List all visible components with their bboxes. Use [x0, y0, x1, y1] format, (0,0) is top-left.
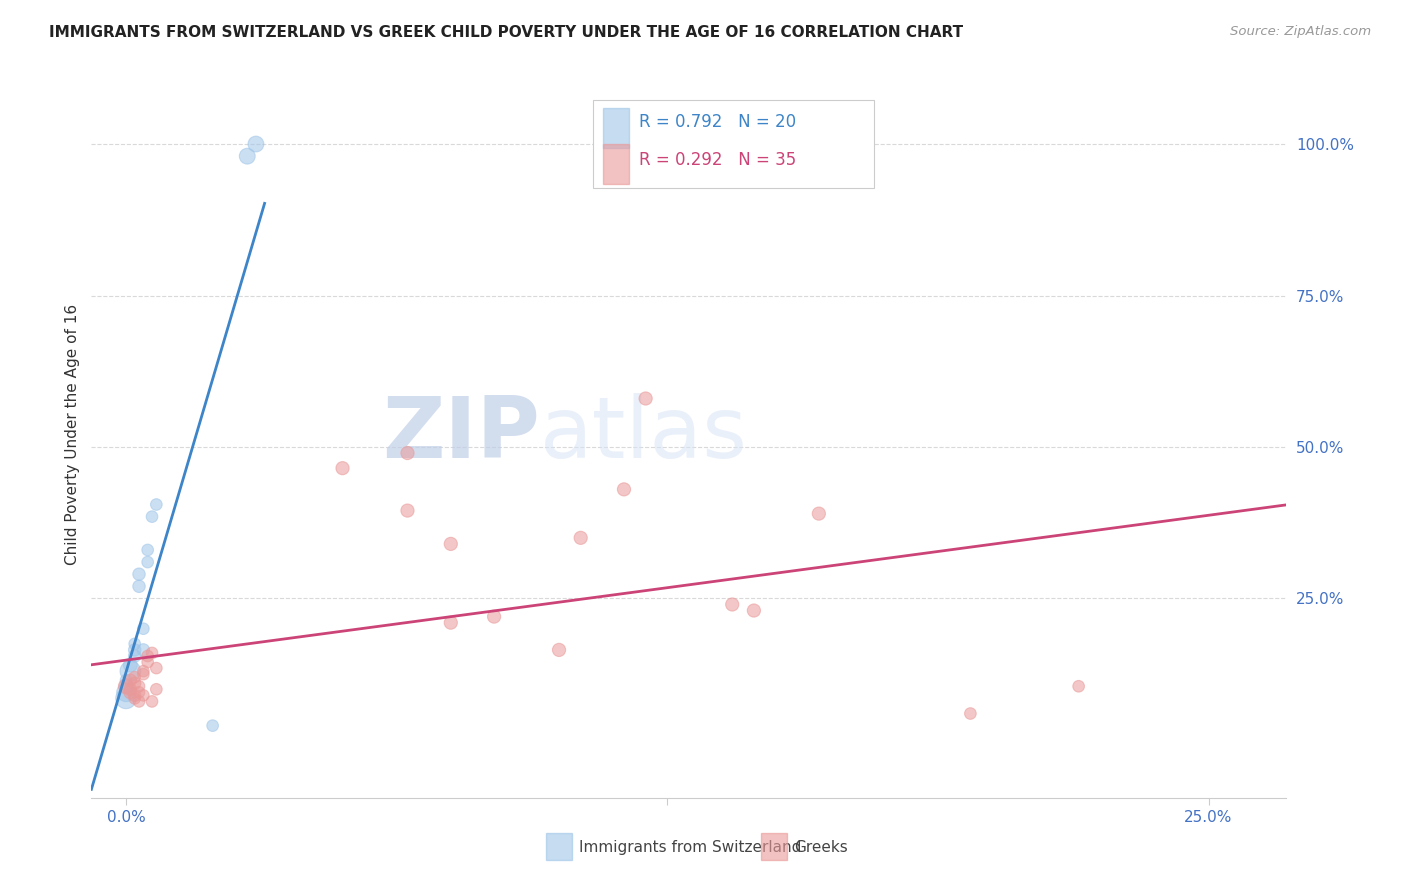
- Point: [124, 689, 146, 703]
- Point: [721, 598, 744, 612]
- Point: [141, 509, 163, 524]
- Point: [245, 137, 267, 152]
- Point: [569, 531, 592, 545]
- Point: [482, 609, 505, 624]
- Point: [128, 694, 150, 708]
- Point: [115, 673, 138, 688]
- Point: [124, 637, 146, 651]
- Point: [124, 643, 146, 657]
- Point: [201, 719, 224, 733]
- Point: [141, 646, 163, 660]
- Point: [115, 685, 138, 699]
- Text: atlas: atlas: [540, 393, 748, 476]
- Bar: [603, 144, 630, 184]
- Point: [136, 655, 159, 669]
- FancyBboxPatch shape: [593, 101, 875, 187]
- Text: R = 0.292   N = 35: R = 0.292 N = 35: [638, 151, 796, 169]
- Text: ZIP: ZIP: [382, 393, 540, 476]
- Point: [1067, 679, 1090, 693]
- Point: [124, 691, 146, 706]
- Point: [132, 689, 155, 703]
- Point: [141, 694, 163, 708]
- Text: Immigrants from Switzerland: Immigrants from Switzerland: [579, 839, 801, 855]
- Point: [124, 676, 146, 690]
- Text: R = 0.792   N = 20: R = 0.792 N = 20: [638, 113, 796, 131]
- Point: [440, 537, 463, 551]
- Text: Greeks: Greeks: [794, 839, 848, 855]
- Point: [115, 691, 138, 706]
- Point: [132, 667, 155, 681]
- Point: [634, 392, 657, 406]
- Point: [145, 661, 167, 675]
- Text: IMMIGRANTS FROM SWITZERLAND VS GREEK CHILD POVERTY UNDER THE AGE OF 16 CORRELATI: IMMIGRANTS FROM SWITZERLAND VS GREEK CHI…: [49, 25, 963, 40]
- Text: Source: ZipAtlas.com: Source: ZipAtlas.com: [1230, 25, 1371, 38]
- Point: [124, 670, 146, 684]
- Point: [132, 643, 155, 657]
- Point: [128, 567, 150, 582]
- Point: [132, 664, 155, 678]
- Point: [115, 679, 138, 693]
- Point: [236, 149, 259, 163]
- Point: [120, 685, 142, 699]
- Point: [124, 648, 146, 663]
- Point: [145, 498, 167, 512]
- Point: [120, 682, 142, 697]
- Point: [128, 579, 150, 593]
- Point: [332, 461, 354, 475]
- Point: [959, 706, 981, 721]
- Point: [120, 664, 142, 678]
- Point: [115, 679, 138, 693]
- Point: [440, 615, 463, 630]
- Point: [145, 682, 167, 697]
- Point: [807, 507, 830, 521]
- Point: [136, 648, 159, 663]
- Point: [136, 543, 159, 558]
- Point: [128, 685, 150, 699]
- Point: [132, 622, 155, 636]
- Y-axis label: Child Poverty Under the Age of 16: Child Poverty Under the Age of 16: [65, 304, 80, 566]
- Point: [396, 446, 419, 460]
- Bar: [603, 108, 630, 148]
- Point: [120, 673, 142, 688]
- Bar: [761, 832, 787, 860]
- Point: [128, 679, 150, 693]
- Point: [613, 483, 636, 497]
- Bar: [546, 832, 572, 860]
- Point: [548, 643, 571, 657]
- Point: [396, 503, 419, 517]
- Point: [120, 658, 142, 673]
- Point: [742, 603, 765, 617]
- Point: [136, 555, 159, 569]
